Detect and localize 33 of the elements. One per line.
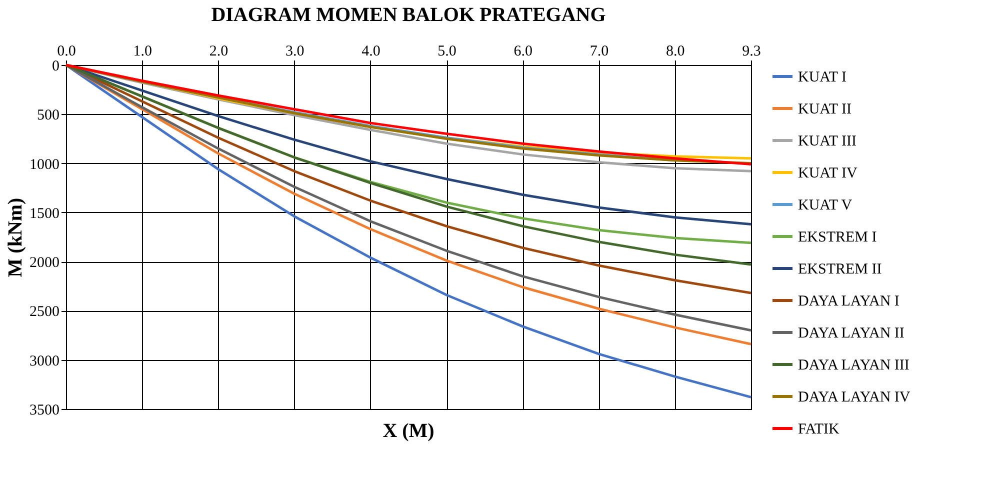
y-axis-title: M (kNm)	[4, 198, 26, 278]
chart-title: DIAGRAM MOMEN BALOK PRATEGANG	[211, 4, 606, 26]
legend-label: KUAT I	[798, 70, 846, 86]
x-tick-label: 4.0	[362, 44, 380, 60]
legend-label: DAYA LAYAN IV	[798, 390, 910, 406]
x-tick-label: 8.0	[666, 44, 685, 60]
legend-label: KUAT III	[798, 134, 856, 150]
y-tick-label: 1500	[30, 206, 60, 222]
x-axis-title: X (M)	[382, 420, 434, 442]
y-tick-label: 2000	[30, 255, 60, 272]
legend-label: KUAT V	[798, 198, 852, 214]
y-tick-label: 0	[52, 58, 60, 74]
y-tick-label: 500	[37, 108, 60, 124]
legend-label: DAYA LAYAN III	[798, 358, 910, 374]
y-tick-label: 2500	[30, 304, 60, 320]
legend-label: DAYA LAYAN I	[798, 294, 900, 310]
x-tick-label: 1.0	[133, 44, 152, 60]
x-tick-label: 5.0	[438, 44, 456, 60]
legend-label: KUAT IV	[798, 166, 858, 182]
x-tick-label: 9.3	[742, 44, 761, 60]
x-tick-label: 0.0	[57, 44, 76, 60]
legend-label: KUAT II	[798, 102, 852, 118]
x-tick-label: 7.0	[590, 44, 609, 60]
legend-label: DAYA LAYAN II	[798, 326, 904, 342]
y-tick-label: 3000	[30, 353, 60, 370]
x-tick-label: 2.0	[209, 44, 228, 60]
y-tick-label: 1000	[30, 156, 60, 173]
legend-label: EKSTREM I	[798, 230, 877, 246]
x-tick-label: 6.0	[514, 44, 533, 60]
legend-label: FATIK	[798, 422, 840, 438]
y-tick-label: 3500	[30, 402, 60, 418]
x-tick-label: 3.0	[285, 44, 304, 60]
legend-label: EKSTREM II	[798, 262, 882, 278]
